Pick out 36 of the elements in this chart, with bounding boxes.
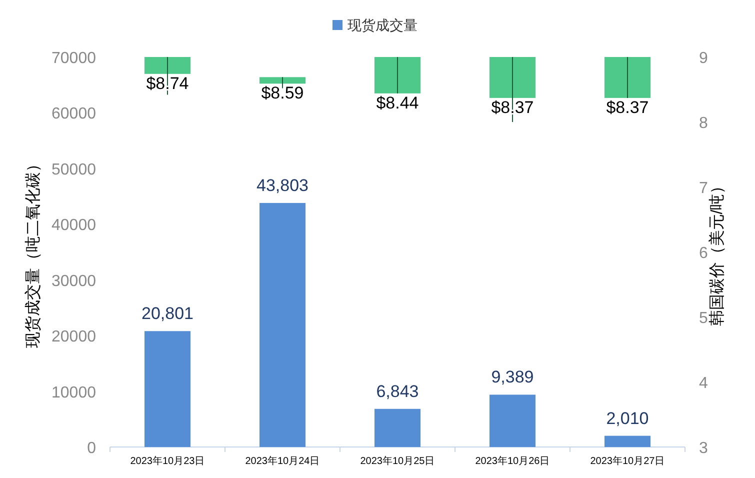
x-tick-label: 2023年10月27日 [590,455,665,467]
x-tick-label: 2023年10月25日 [360,455,435,467]
data-label: 9,389 [491,368,534,387]
text: $8.59 [261,84,304,103]
y-tick-label: 20000 [52,328,96,346]
data-label: 20,801 [142,304,194,324]
y-axis-title: 现货成交量（吨二氧化碳） [24,156,42,348]
y-tick-label: 50000 [52,161,96,178]
y2-tick-label: 9 [699,50,708,67]
y-tick-label: 0 [87,440,96,457]
y2-tick-label: 6 [699,245,708,262]
y-tick-label: 60000 [52,106,96,123]
x-tick-label: 2023年10月24日 [245,455,320,467]
data-label: 2,010 [606,408,649,428]
bar [260,202,306,447]
y-tick-label: 10000 [52,384,96,402]
x-tick-label: 2023年10月23日 [130,455,205,467]
y2-tick-label: 4 [699,375,708,392]
data-label: 43,803 [256,176,308,195]
bar [490,394,536,447]
legend-label: 现货成交量 [348,17,418,33]
y2-tick-label: 3 [699,440,708,457]
y-tick-label: 70000 [52,50,96,67]
text: $8.44 [376,93,419,112]
bar [604,436,650,447]
data-label: 6,843 [376,382,419,401]
y-tick-label: 40000 [52,217,96,234]
y2-axis-title: 韩国碳价（美元/吨） [708,178,726,326]
y2-tick-label: 5 [699,310,708,327]
x-tick-label: 2023年10月26日 [475,455,550,467]
bar [374,408,420,447]
y2-tick-label: 8 [699,115,708,132]
bar [144,331,190,447]
y-tick-label: 30000 [52,272,96,290]
y2-tick-label: 7 [699,180,708,197]
text: $8.37 [606,98,649,117]
